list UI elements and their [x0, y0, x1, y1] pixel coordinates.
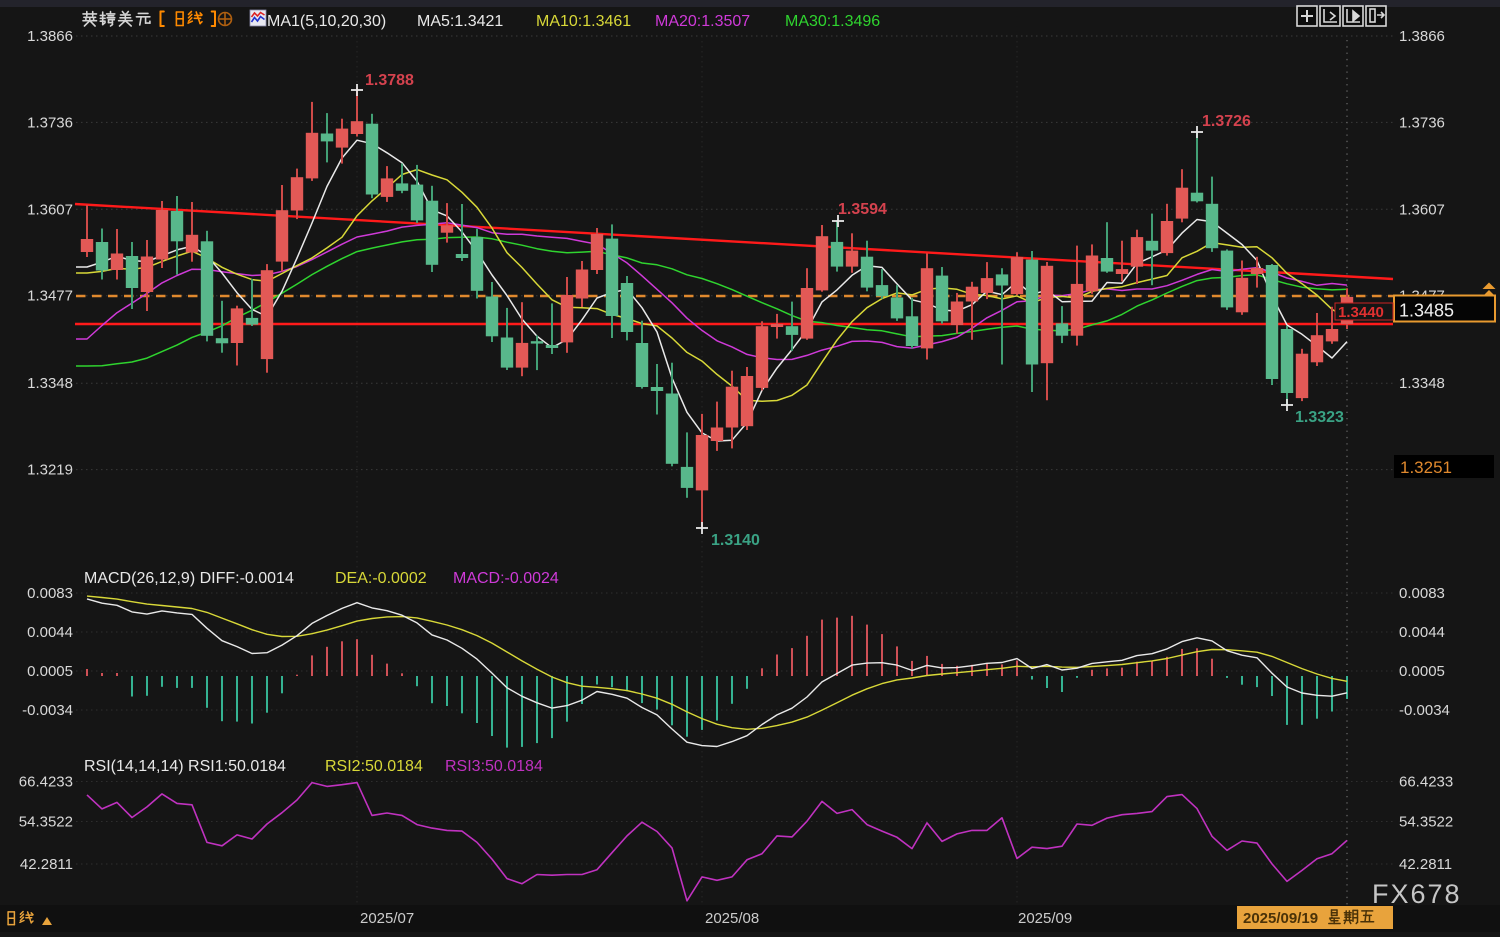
svg-text:1.3477: 1.3477	[27, 288, 73, 305]
svg-text:42.2811: 42.2811	[20, 856, 73, 873]
svg-text:1.3348: 1.3348	[1399, 375, 1445, 392]
svg-text:1.3440: 1.3440	[1338, 304, 1384, 321]
svg-text:1.3736: 1.3736	[1399, 114, 1445, 131]
svg-text:2025/09/19: 2025/09/19	[1243, 910, 1318, 927]
svg-text:1.3866: 1.3866	[1399, 28, 1445, 45]
svg-text:1.3736: 1.3736	[27, 114, 73, 131]
svg-text:-0.0034: -0.0034	[1399, 702, 1450, 719]
svg-text:1.3594: 1.3594	[838, 201, 887, 218]
svg-text:1.3726: 1.3726	[1202, 113, 1251, 130]
svg-text:1.3323: 1.3323	[1295, 409, 1344, 426]
svg-text:1.3866: 1.3866	[27, 28, 73, 45]
svg-text:MACD:-0.0024: MACD:-0.0024	[453, 570, 559, 587]
svg-text:0.0044: 0.0044	[1399, 624, 1445, 641]
svg-text:1.3788: 1.3788	[365, 72, 414, 89]
svg-text:2025/09: 2025/09	[1018, 910, 1072, 927]
svg-text:2025/08: 2025/08	[705, 910, 759, 927]
svg-text:MACD(26,12,9) DIFF:-0.0014: MACD(26,12,9) DIFF:-0.0014	[84, 570, 294, 587]
svg-text:0.0005: 0.0005	[1399, 663, 1445, 680]
svg-text:66.4233: 66.4233	[19, 774, 73, 791]
svg-text:42.2811: 42.2811	[1399, 856, 1452, 873]
svg-text:1.3607: 1.3607	[27, 201, 73, 218]
svg-text:MA1(5,10,20,30): MA1(5,10,20,30)	[267, 13, 386, 30]
svg-text:MA5:1.3421: MA5:1.3421	[417, 13, 503, 30]
svg-text:66.4233: 66.4233	[1399, 774, 1453, 791]
svg-text:2025/07: 2025/07	[360, 910, 414, 927]
svg-text:0.0005: 0.0005	[27, 663, 73, 680]
svg-text:-0.0034: -0.0034	[22, 702, 73, 719]
svg-text:DEA:-0.0002: DEA:-0.0002	[335, 570, 427, 587]
svg-text:1.3607: 1.3607	[1399, 201, 1445, 218]
svg-text:RSI(14,14,14) RSI1:50.0184: RSI(14,14,14) RSI1:50.0184	[84, 758, 286, 775]
svg-text:1.3251: 1.3251	[1400, 458, 1452, 477]
svg-text:54.3522: 54.3522	[1399, 814, 1453, 831]
svg-text:0.0044: 0.0044	[27, 624, 73, 641]
svg-text:MA20:1.3507: MA20:1.3507	[655, 13, 750, 30]
svg-text:0.0083: 0.0083	[1399, 585, 1445, 602]
svg-text:RSI2:50.0184: RSI2:50.0184	[325, 758, 423, 775]
svg-text:MA30:1.3496: MA30:1.3496	[785, 13, 880, 30]
svg-text:MA10:1.3461: MA10:1.3461	[536, 13, 631, 30]
svg-text:1.3219: 1.3219	[27, 462, 73, 479]
svg-text:54.3522: 54.3522	[19, 814, 73, 831]
svg-text:0.0083: 0.0083	[27, 585, 73, 602]
svg-text:1.3485: 1.3485	[1399, 301, 1454, 321]
svg-text:RSI3:50.0184: RSI3:50.0184	[445, 758, 543, 775]
svg-text:1.3348: 1.3348	[27, 375, 73, 392]
svg-text:FX678: FX678	[1372, 879, 1462, 909]
svg-text:1.3140: 1.3140	[711, 532, 760, 549]
